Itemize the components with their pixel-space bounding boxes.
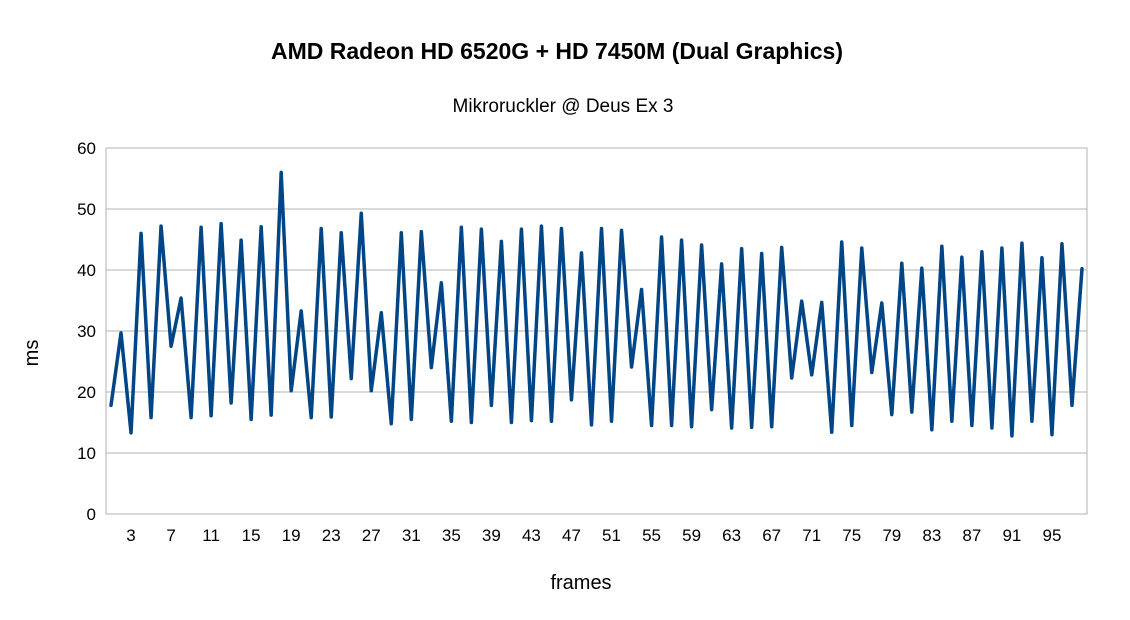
x-tick-label: 43: [522, 526, 541, 545]
x-tick-label: 35: [442, 526, 461, 545]
x-tick-label: 11: [202, 526, 220, 545]
x-tick-label: 3: [126, 526, 135, 545]
series-line: [109, 170, 1084, 438]
y-axis-label: ms: [21, 340, 43, 367]
x-tick-label: 31: [402, 526, 421, 545]
x-axis-ticks: 3 7 11 15 19 23 27 31 35 39 43 47 51 55 59 63 67 71 75 79 83…: [126, 526, 1061, 545]
x-tick-label: 75: [842, 526, 861, 545]
x-tick-label: 83: [922, 526, 941, 545]
series-layer: [109, 170, 1084, 438]
y-tick-label: 60: [77, 139, 96, 158]
x-tick-label: 23: [322, 526, 341, 545]
y-tick-label: 40: [77, 261, 96, 280]
x-tick-label: 79: [882, 526, 901, 545]
chart-title: AMD Radeon HD 6520G + HD 7450M (Dual Gra…: [271, 38, 843, 64]
x-tick-label: 27: [362, 526, 381, 545]
x-axis-label: frames: [550, 572, 611, 594]
x-tick-label: 67: [762, 526, 781, 545]
x-tick-label: 71: [802, 526, 821, 545]
x-tick-label: 87: [962, 526, 981, 545]
y-tick-label: 10: [77, 444, 96, 463]
y-tick-label: 50: [77, 200, 96, 219]
y-axis-ticks: 0 10 20 30 40 50 60: [77, 139, 96, 524]
x-tick-label: 55: [642, 526, 661, 545]
x-tick-label: 51: [602, 526, 621, 545]
y-tick-label: 0: [87, 505, 96, 524]
x-tick-label: 15: [242, 526, 261, 545]
y-tick-label: 20: [77, 383, 96, 402]
x-tick-label: 91: [1002, 526, 1021, 545]
plot-area-frame: [105, 147, 1088, 515]
x-tick-label: 7: [166, 526, 175, 545]
x-tick-label: 39: [482, 526, 501, 545]
x-tick-label: 63: [722, 526, 741, 545]
chart-subtitle: Mikroruckler @ Deus Ex 3: [453, 96, 674, 117]
x-tick-label: 59: [682, 526, 701, 545]
x-tick-label: 95: [1043, 526, 1062, 545]
y-tick-label: 30: [77, 322, 96, 341]
x-tick-label: 47: [562, 526, 581, 545]
x-tick-label: 19: [282, 526, 301, 545]
